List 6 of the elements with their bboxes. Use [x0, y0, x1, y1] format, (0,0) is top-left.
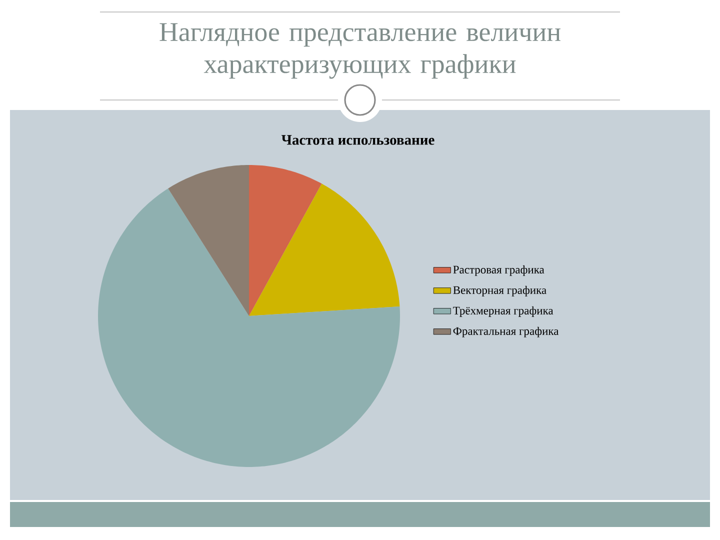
legend-label: Растровая графика — [453, 265, 544, 276]
legend-label: Фрактальная графика — [453, 326, 559, 338]
legend-label: Векторная графика — [453, 286, 546, 296]
chart-subtitle: Частота использование — [282, 135, 434, 145]
legend-label: Трёхмерная графика — [453, 306, 554, 317]
chart-title: Наглядное представление величин характеризующих графики — [160, 23, 560, 79]
